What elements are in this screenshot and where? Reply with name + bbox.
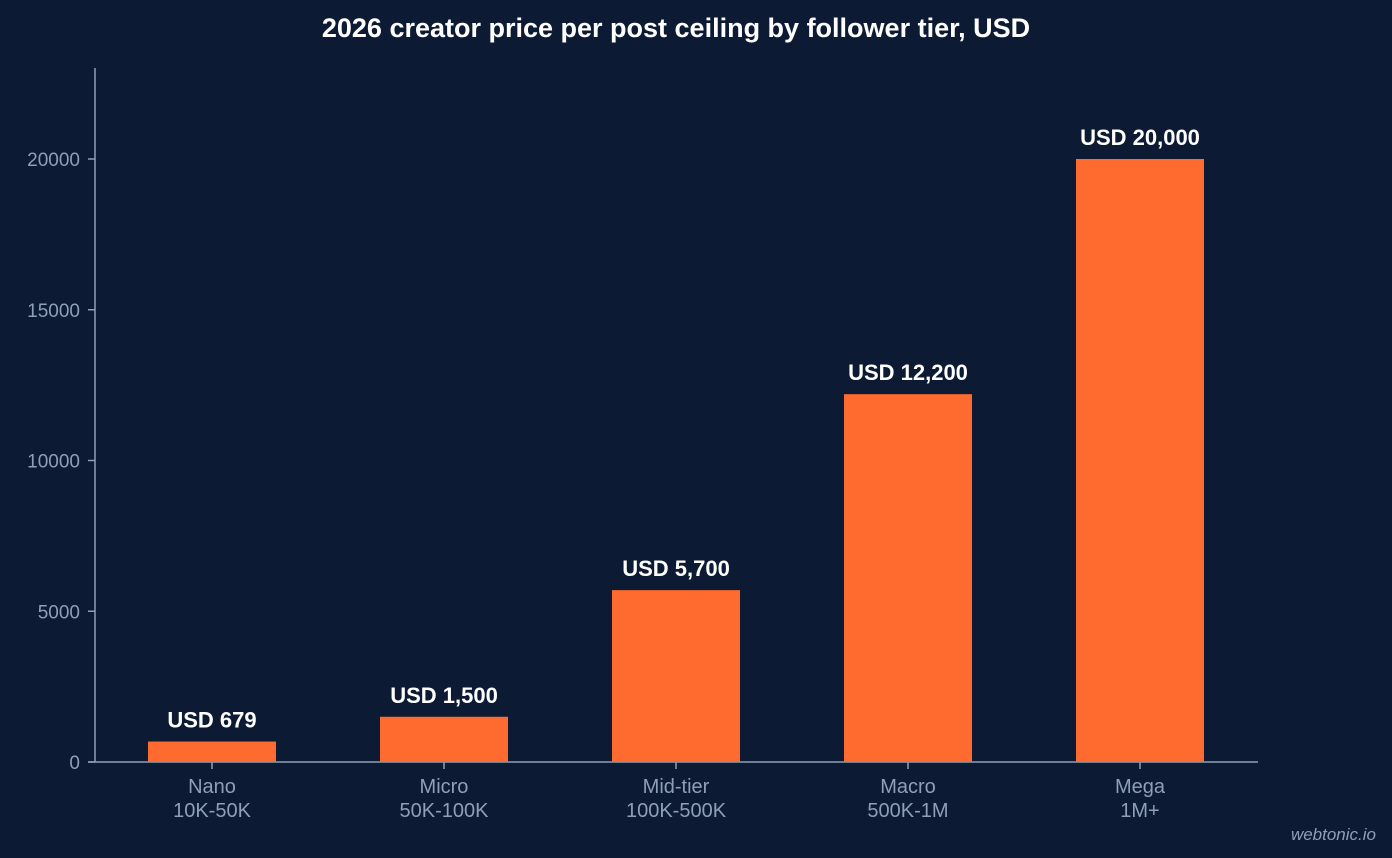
data-label: USD 5,700 — [622, 556, 730, 581]
x-tick-label-name: Macro — [880, 776, 936, 798]
x-tick-label-name: Mid-tier — [643, 776, 710, 798]
x-tick-label-range: 100K-500K — [626, 800, 727, 822]
x-tick-label-range: 50K-100K — [400, 800, 490, 822]
data-label: USD 679 — [167, 708, 256, 733]
y-tick-label: 0 — [69, 753, 80, 774]
y-tick-label: 20000 — [27, 150, 80, 171]
bar-micro — [380, 716, 508, 762]
y-tick-label: 10000 — [27, 452, 80, 473]
data-label: USD 20,000 — [1080, 125, 1200, 150]
x-tick-label-range: 500K-1M — [867, 800, 948, 822]
data-labels-group: USD 679 USD 1,500 USD 5,700 USD 12,200 USD 2… — [167, 125, 1200, 733]
x-tick-label-name: Mega — [1115, 776, 1166, 798]
bar-macro — [844, 394, 972, 762]
bar-mid-tier — [612, 590, 740, 762]
bars-group — [148, 159, 1204, 762]
data-label: USD 1,500 — [390, 683, 498, 708]
chart-title: 2026 creator price per post ceiling by f… — [322, 13, 1030, 43]
bar-mega — [1076, 159, 1204, 762]
data-label: USD 12,200 — [848, 360, 968, 385]
x-tick-label-name: Nano — [188, 776, 236, 798]
y-tick-label: 5000 — [38, 602, 80, 623]
x-tick-label-range: 10K-50K — [173, 800, 251, 822]
bar-nano — [148, 741, 276, 762]
x-tick-label-range: 1M+ — [1120, 800, 1159, 822]
x-tick-label-name: Micro — [420, 776, 469, 798]
watermark: webtonic.io — [1291, 825, 1376, 844]
y-axis-ticks: 0 5000 10000 15000 20000 — [27, 150, 95, 774]
y-tick-label: 15000 — [27, 301, 80, 322]
